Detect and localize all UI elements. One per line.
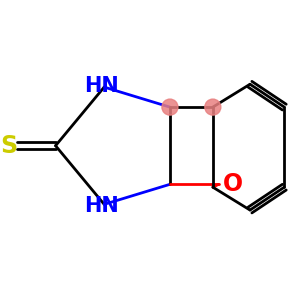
Circle shape: [162, 99, 178, 115]
Text: S: S: [0, 134, 17, 158]
Text: HN: HN: [84, 76, 119, 96]
Circle shape: [205, 99, 221, 115]
Text: O: O: [223, 172, 243, 196]
Text: HN: HN: [84, 196, 119, 216]
